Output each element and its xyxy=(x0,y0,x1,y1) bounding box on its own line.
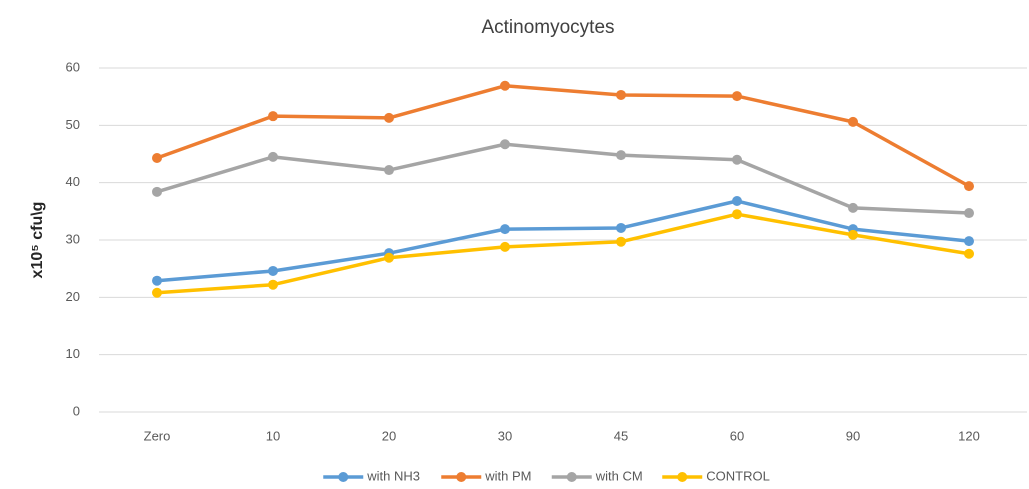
data-point xyxy=(500,80,510,91)
x-tick-label: 30 xyxy=(498,428,512,443)
data-point xyxy=(732,91,742,102)
x-tick-label: 60 xyxy=(730,428,744,443)
y-tick-label: 60 xyxy=(66,59,80,74)
x-tick-label: 90 xyxy=(846,428,860,443)
data-point xyxy=(732,209,742,220)
data-point xyxy=(152,275,162,286)
x-tick-label: 45 xyxy=(614,428,628,443)
data-point xyxy=(384,252,394,263)
data-point xyxy=(616,222,626,233)
data-point xyxy=(500,224,510,235)
data-point xyxy=(964,248,974,259)
data-point xyxy=(848,229,858,240)
y-tick-label: 20 xyxy=(66,289,80,304)
series-line xyxy=(156,142,970,215)
data-point xyxy=(848,116,858,127)
data-point xyxy=(268,265,278,276)
y-axis-label: x10⁵ cfu\g xyxy=(29,202,46,279)
data-point xyxy=(616,236,626,247)
x-tick-label: 10 xyxy=(266,428,280,443)
legend-marker xyxy=(566,472,577,482)
data-point xyxy=(964,236,974,247)
data-point xyxy=(848,202,858,213)
series-line xyxy=(156,212,970,295)
legend-marker xyxy=(456,472,467,482)
data-point xyxy=(384,112,394,123)
data-point xyxy=(500,241,510,252)
data-point xyxy=(964,181,974,192)
data-point xyxy=(268,279,278,290)
y-tick-label: 30 xyxy=(66,231,80,246)
legend-label: CONTROL xyxy=(706,468,770,483)
data-point xyxy=(268,151,278,162)
series-line xyxy=(156,84,970,188)
data-point xyxy=(268,111,278,122)
data-point xyxy=(152,287,162,298)
data-point xyxy=(500,139,510,150)
y-tick-label: 50 xyxy=(66,117,80,132)
y-tick-label: 0 xyxy=(73,403,80,418)
data-point xyxy=(616,89,626,100)
x-tick-label: 120 xyxy=(958,428,980,443)
legend-label: with CM xyxy=(595,468,643,483)
legend-marker xyxy=(338,472,349,482)
data-point xyxy=(964,208,974,219)
data-point xyxy=(152,153,162,164)
data-point xyxy=(732,196,742,207)
x-tick-label: Zero xyxy=(144,428,171,443)
data-point xyxy=(152,186,162,197)
data-point xyxy=(732,154,742,165)
series-line xyxy=(156,199,970,283)
legend-label: with NH3 xyxy=(366,468,420,483)
legend-marker xyxy=(677,472,688,482)
y-tick-label: 40 xyxy=(66,174,80,189)
x-tick-label: 20 xyxy=(382,428,396,443)
y-tick-label: 10 xyxy=(66,346,80,361)
legend-label: with PM xyxy=(484,468,531,483)
data-point xyxy=(616,150,626,161)
chart-title: Actinomyocytes xyxy=(481,17,614,38)
data-point xyxy=(384,165,394,176)
